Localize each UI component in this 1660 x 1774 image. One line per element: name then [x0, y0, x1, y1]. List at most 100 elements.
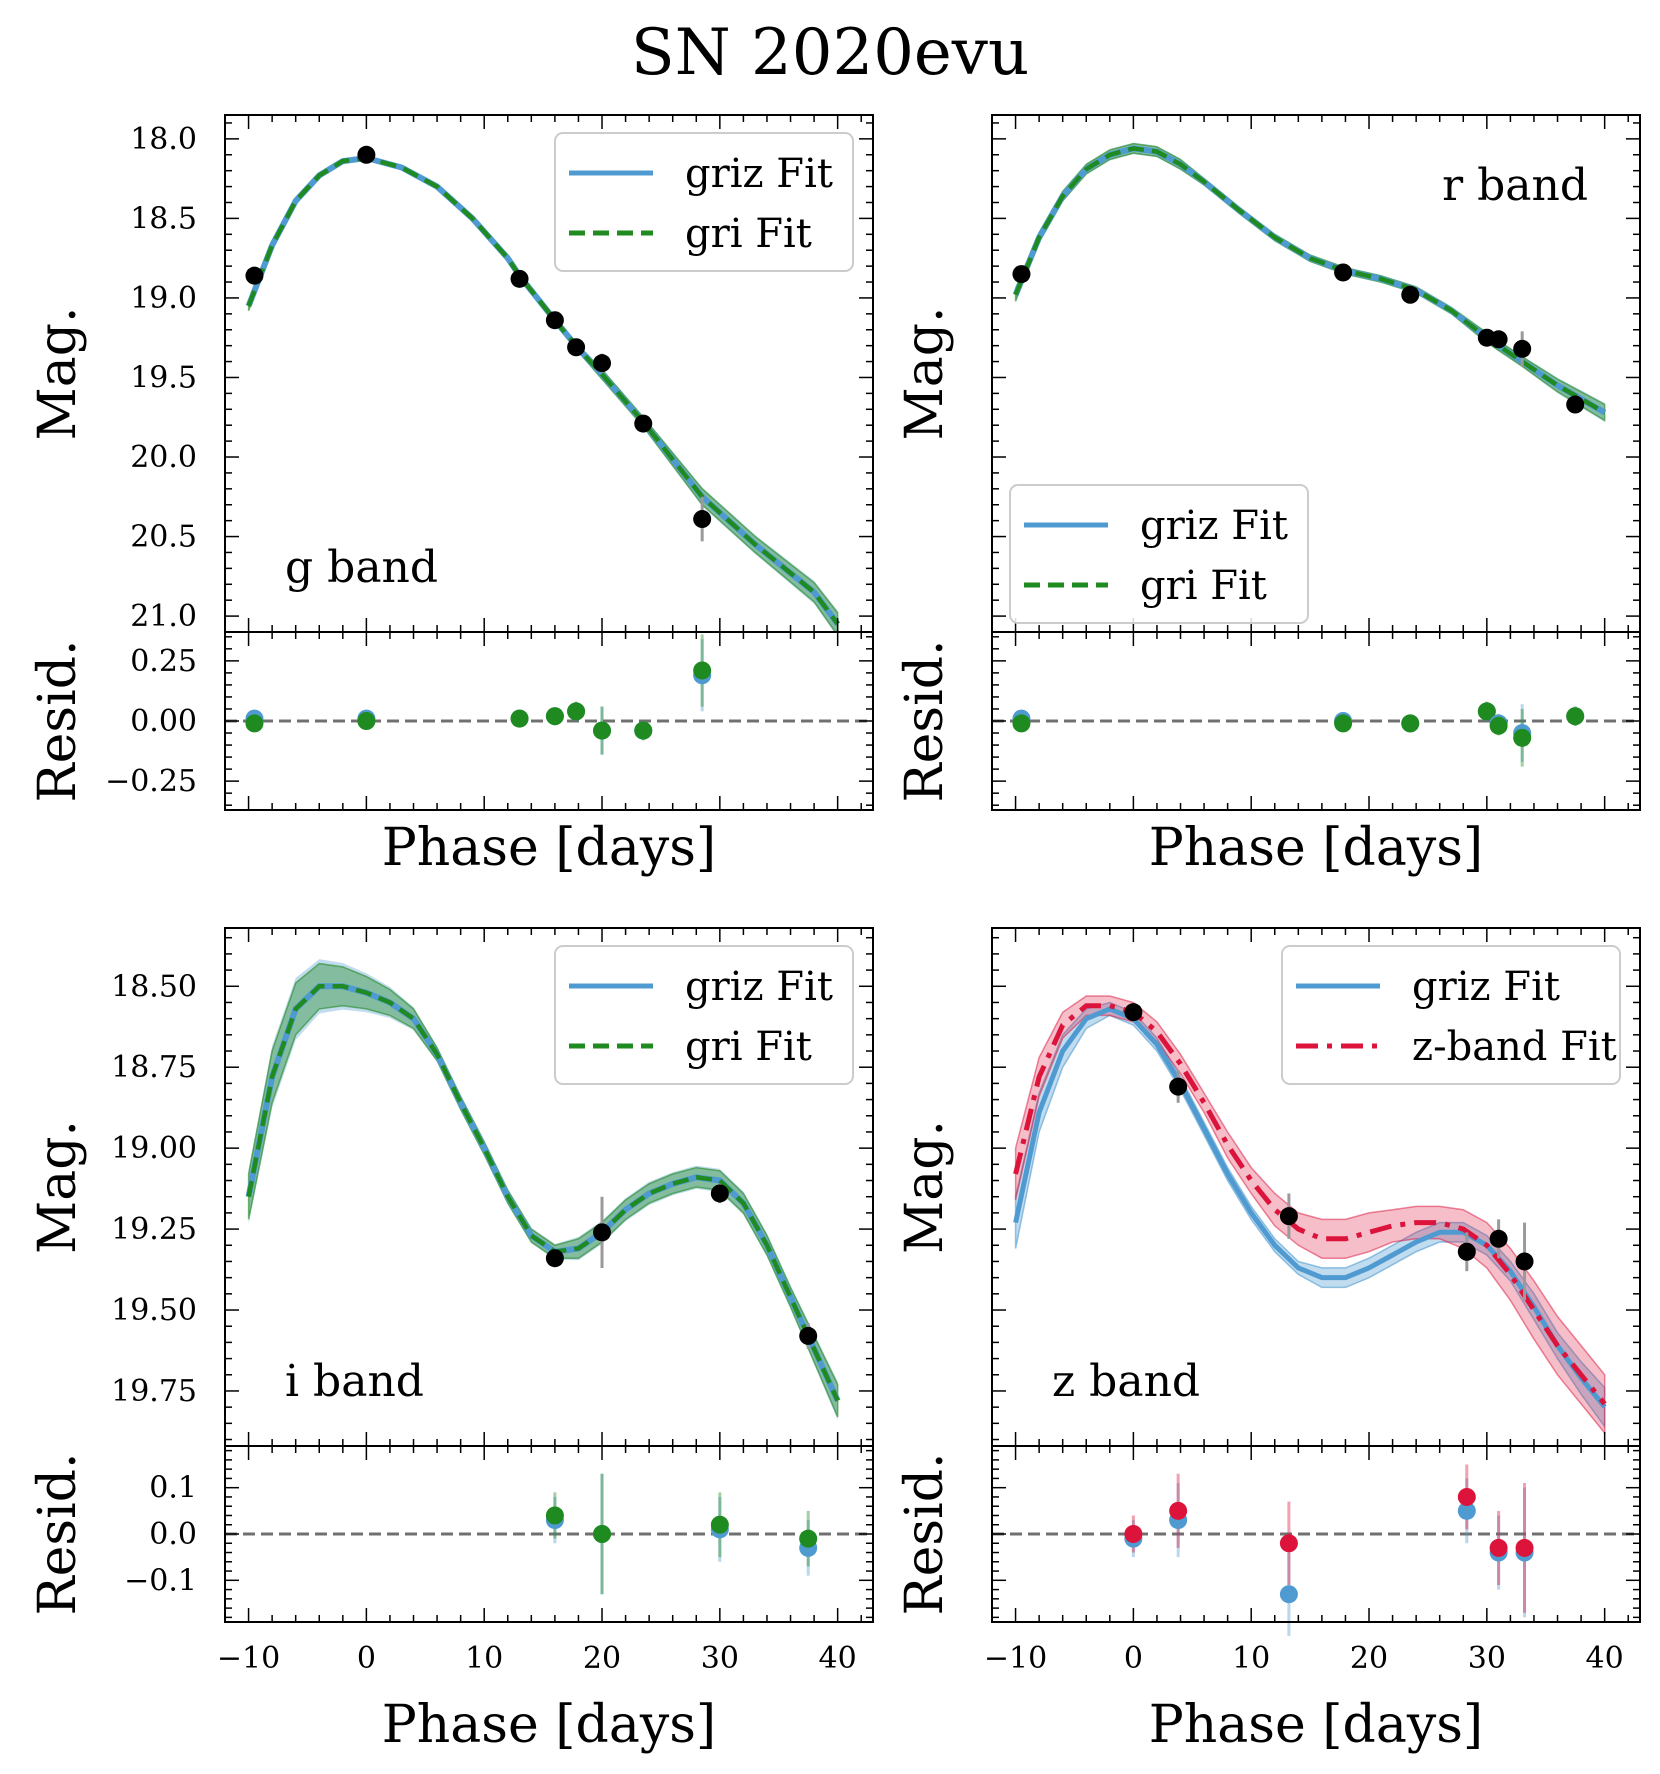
legend-label-fit-g: gri Fit — [685, 211, 812, 257]
resid-axis-label-g: Resid. — [28, 639, 88, 802]
resid-fit-point-z — [1515, 1538, 1534, 1557]
x-tick-label-z: 40 — [1586, 1641, 1624, 1676]
legend-box-z — [1281, 945, 1621, 1085]
y-tick-label-g: 18.5 — [130, 201, 197, 236]
data-point-r — [1334, 263, 1353, 282]
resid-fit-point-g — [510, 709, 529, 728]
data-point-g — [357, 145, 376, 164]
panels-layer: 18.018.519.019.520.020.521.00.250.00−0.2… — [28, 114, 1641, 1755]
plot-area-z — [1013, 995, 1607, 1436]
x-tick-label-i: 10 — [465, 1641, 503, 1676]
legend-label-fit-r: gri Fit — [1140, 563, 1267, 609]
band-label-r: r band — [1442, 160, 1588, 211]
x-tick-label-i: 0 — [357, 1641, 376, 1676]
resid-fit-point-z — [1124, 1525, 1143, 1543]
band-label-g: g band — [285, 542, 438, 593]
data-point-i — [545, 1249, 564, 1268]
resid-fit-point-g — [693, 661, 712, 680]
data-point-g — [634, 414, 653, 433]
x-tick-label-i: 40 — [819, 1641, 857, 1676]
y-tick-label-i: 19.25 — [111, 1212, 197, 1247]
x-tick-label-z: 10 — [1232, 1641, 1270, 1676]
resid-y-tick-label-i: 0.1 — [149, 1471, 197, 1506]
y-tick-label-i: 19.00 — [111, 1131, 197, 1166]
resid-fit-point-z — [1457, 1487, 1476, 1506]
resid-y-tick-label-i: 0.0 — [149, 1517, 197, 1552]
y-axis-label-z: Mag. — [895, 1120, 955, 1254]
x-axis-label-r: Phase [days] — [1149, 818, 1483, 878]
z-fit-line-z — [1013, 1003, 1607, 1406]
x-tick-label-i: −10 — [217, 1641, 280, 1676]
legend-label-griz-i: griz Fit — [685, 964, 833, 1010]
resid-fit-point-z — [1489, 1538, 1508, 1557]
legend-box-i — [554, 945, 854, 1085]
resid-fit-point-r — [1566, 707, 1585, 726]
resid-axis-label-z: Resid. — [895, 1452, 955, 1615]
data-point-i — [710, 1184, 729, 1203]
x-tick-label-z: 30 — [1468, 1641, 1506, 1676]
data-point-z — [1489, 1229, 1508, 1248]
data-point-r — [1489, 330, 1508, 349]
legend-box-r — [1009, 484, 1309, 624]
resid-fit-point-i — [545, 1506, 564, 1525]
legend-label-griz-r: griz Fit — [1140, 503, 1288, 549]
x-tick-label-i: 30 — [701, 1641, 739, 1676]
plot-area-i — [245, 959, 841, 1421]
data-point-i — [799, 1326, 818, 1345]
x-axis-label-i: Phase [days] — [382, 1695, 716, 1755]
resid-griz-point-z — [1279, 1585, 1298, 1604]
resid-fit-point-i — [799, 1529, 818, 1548]
figure-title: SN 2020evu — [631, 16, 1029, 90]
resid-griz-point-z — [1457, 1501, 1476, 1520]
x-tick-label-z: 20 — [1350, 1641, 1388, 1676]
y-tick-label-g: 21.0 — [130, 599, 197, 634]
resid-axis-label-r: Resid. — [895, 639, 955, 802]
x-axis-label-z: Phase [days] — [1149, 1695, 1483, 1755]
resid-y-tick-label-g: −0.25 — [105, 764, 197, 799]
y-axis-label-r: Mag. — [895, 306, 955, 440]
y-tick-label-i: 19.50 — [111, 1293, 197, 1328]
resid-fit-point-g — [357, 712, 376, 730]
data-point-z — [1124, 1003, 1143, 1022]
y-tick-label-i: 19.75 — [111, 1374, 197, 1409]
legend-label-fit-z: z-band Fit — [1412, 1024, 1617, 1070]
data-point-r — [1566, 395, 1585, 414]
y-tick-label-i: 18.50 — [111, 969, 197, 1004]
data-point-r — [1012, 265, 1031, 284]
legend-label-griz-z: griz Fit — [1412, 964, 1560, 1010]
resid-fit-point-i — [710, 1515, 729, 1534]
resid-fit-point-g — [593, 721, 612, 740]
band-label-z: z band — [1052, 1356, 1200, 1407]
resid-fit-point-r — [1513, 728, 1532, 747]
gri-fit-line-r — [1013, 146, 1606, 415]
y-axis-label-i: Mag. — [28, 1120, 88, 1254]
data-point-g — [545, 311, 564, 330]
x-tick-label-z: 0 — [1124, 1641, 1143, 1676]
resid-fit-point-r — [1012, 714, 1031, 733]
resid-y-tick-label-g: 0.00 — [130, 704, 197, 739]
x-tick-label-i: 20 — [583, 1641, 621, 1676]
y-tick-label-g: 20.0 — [130, 440, 197, 475]
gri-fit-line-i — [246, 984, 840, 1402]
y-tick-label-i: 18.75 — [111, 1050, 197, 1085]
resid-fit-point-r — [1477, 702, 1496, 721]
y-axis-label-g: Mag. — [28, 306, 88, 440]
data-point-z — [1169, 1077, 1188, 1096]
legend-label-fit-i: gri Fit — [685, 1024, 812, 1070]
resid-y-tick-label-g: 0.25 — [130, 644, 197, 679]
x-tick-label-z: −10 — [984, 1641, 1047, 1676]
resid-fit-point-r — [1489, 716, 1508, 735]
resid-fit-point-z — [1279, 1534, 1298, 1553]
data-point-r — [1401, 285, 1420, 304]
data-point-g — [510, 269, 529, 288]
data-point-z — [1515, 1252, 1534, 1271]
resid-fit-point-g — [634, 721, 653, 740]
data-point-i — [593, 1223, 612, 1242]
resid-y-tick-label-i: −0.1 — [124, 1563, 197, 1598]
legend-label-griz-g: griz Fit — [685, 151, 833, 197]
legend-box-g — [554, 132, 854, 272]
x-axis-label-g: Phase [days] — [382, 818, 716, 878]
y-tick-label-g: 19.0 — [130, 281, 197, 316]
data-point-z — [1457, 1242, 1476, 1261]
